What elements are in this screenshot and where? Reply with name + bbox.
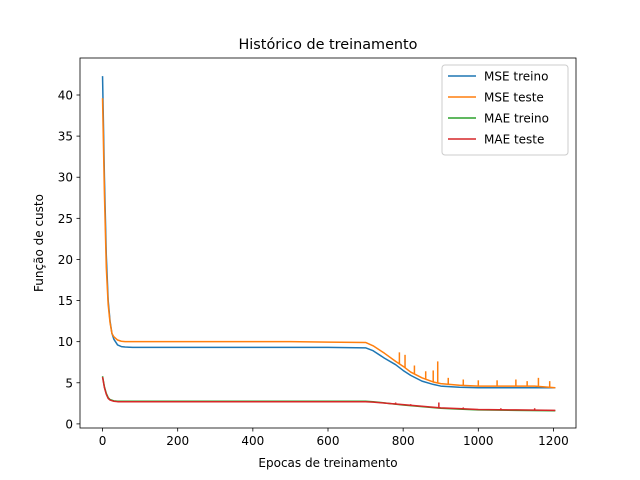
y-tick-label: 35 [58, 130, 73, 144]
x-tick-label: 600 [317, 434, 340, 448]
y-tick-label: 25 [58, 212, 73, 226]
y-axis: 0 5 10 15 20 25 30 35 40 [58, 89, 80, 431]
y-tick-label: 10 [58, 335, 73, 349]
legend-label: MAE treino [484, 112, 549, 126]
legend-box [441, 64, 569, 156]
y-tick-label: 40 [58, 89, 73, 103]
x-axis: 0 200 400 600 800 1000 1200 [99, 428, 569, 448]
y-tick-label: 15 [58, 294, 73, 308]
x-axis-label: Epocas de treinamento [258, 456, 397, 470]
x-tick-label: 400 [241, 434, 264, 448]
legend-label: MSE treino [484, 70, 548, 84]
y-tick-label: 30 [58, 171, 73, 185]
x-tick-label: 0 [99, 434, 107, 448]
x-tick-label: 200 [166, 434, 189, 448]
x-tick-label: 800 [392, 434, 415, 448]
y-tick-label: 5 [65, 376, 73, 390]
y-axis-label: Função de custo [32, 194, 46, 292]
legend-label: MSE teste [484, 91, 544, 105]
series-line-2 [101, 98, 556, 389]
y-tick-label: 20 [58, 253, 73, 267]
chart-title: Histórico de treinamento [238, 37, 417, 53]
x-tick-label: 1200 [538, 434, 569, 448]
x-tick-label: 1000 [463, 434, 494, 448]
series-line-4 [101, 376, 556, 412]
legend: MSE treino MSE teste MAE treino MAE teste [441, 64, 569, 156]
legend-label: MAE teste [484, 133, 544, 147]
y-tick-label: 0 [65, 417, 73, 431]
